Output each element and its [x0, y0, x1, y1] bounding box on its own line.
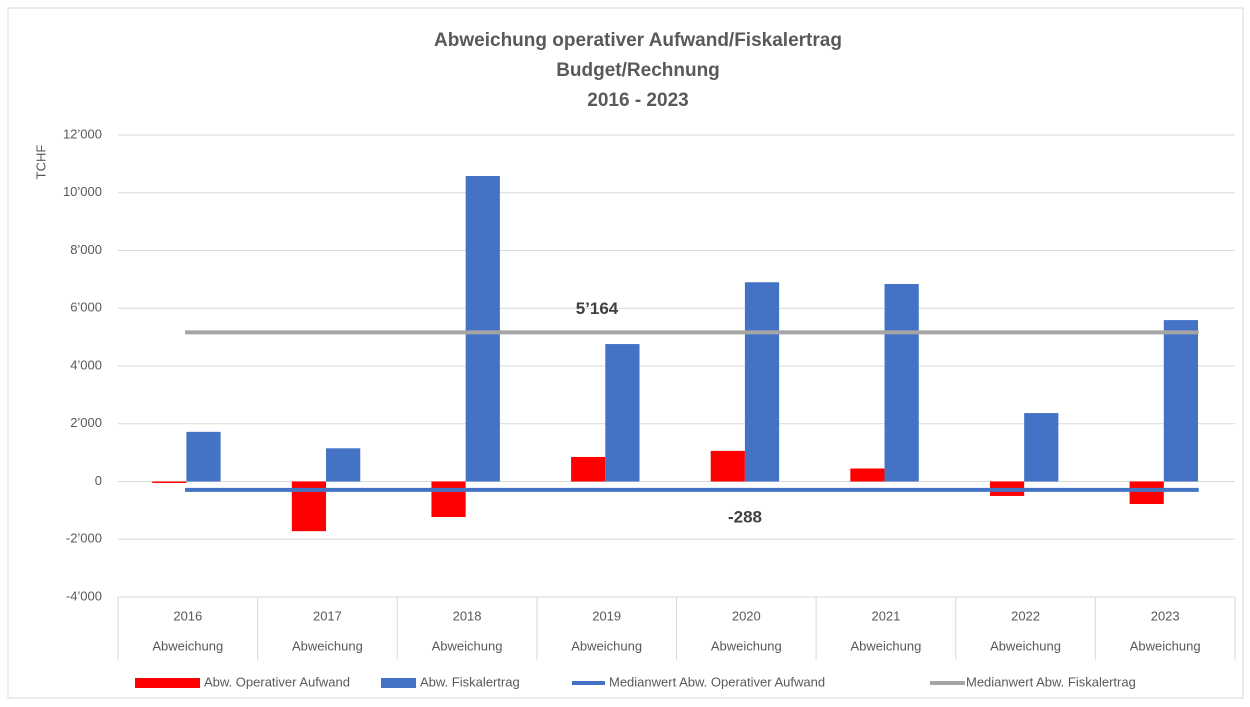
bar	[605, 344, 640, 482]
bar	[571, 456, 606, 482]
y-tick-label: -2’000	[66, 531, 102, 546]
x-subcategory-label: Abweichung	[990, 638, 1061, 653]
bar	[431, 481, 466, 518]
y-tick-label: 10’000	[63, 184, 102, 199]
x-subcategory-label: Abweichung	[432, 638, 503, 653]
x-subcategory-label: Abweichung	[571, 638, 642, 653]
y-tick-label: 4’000	[70, 357, 102, 372]
bar	[1163, 320, 1198, 482]
y-tick-label: 2’000	[70, 415, 102, 430]
y-tick-label: -4’000	[66, 588, 102, 603]
y-tick-label: 6’000	[70, 300, 102, 315]
x-tick-label: 2018	[453, 608, 482, 623]
bar	[152, 481, 187, 483]
x-tick-label: 2022	[1011, 608, 1040, 623]
median-label: 5’164	[576, 299, 619, 318]
chart-title: Budget/Rechnung	[556, 60, 720, 81]
legend-swatch	[135, 678, 200, 688]
x-subcategory-label: Abweichung	[152, 638, 223, 653]
legend-swatch	[381, 678, 416, 688]
bar	[884, 283, 919, 482]
x-tick-label: 2016	[173, 608, 202, 623]
y-tick-label: 0	[95, 473, 102, 488]
bar	[1129, 481, 1164, 505]
bar	[744, 282, 780, 482]
legend-label: Medianwert Abw. Operativer Aufwand	[609, 674, 825, 689]
bar	[186, 431, 221, 482]
y-tick-label: 8’000	[70, 242, 102, 257]
x-subcategory-label: Abweichung	[851, 638, 922, 653]
legend-label: Abw. Fiskalertrag	[420, 674, 520, 689]
bar	[1024, 413, 1059, 482]
y-tick-label: 12’000	[63, 126, 102, 141]
bar	[850, 468, 885, 482]
x-subcategory-label: Abweichung	[1130, 638, 1201, 653]
x-tick-label: 2021	[871, 608, 900, 623]
bar	[710, 450, 745, 482]
x-tick-label: 2019	[592, 608, 621, 623]
x-tick-label: 2020	[732, 608, 761, 623]
median-label: -288	[728, 507, 762, 526]
x-tick-label: 2017	[313, 608, 342, 623]
bar	[465, 176, 500, 482]
legend-label: Abw. Operativer Aufwand	[204, 674, 350, 689]
x-subcategory-label: Abweichung	[292, 638, 363, 653]
legend-label: Medianwert Abw. Fiskalertrag	[966, 674, 1136, 689]
y-axis-label: TCHF	[33, 145, 48, 180]
x-subcategory-label: Abweichung	[711, 638, 782, 653]
bar	[326, 448, 361, 482]
x-tick-label: 2023	[1151, 608, 1180, 623]
chart-title: 2016 - 2023	[587, 90, 688, 111]
chart-title: Abweichung operativer Aufwand/Fiskalertr…	[434, 30, 842, 51]
